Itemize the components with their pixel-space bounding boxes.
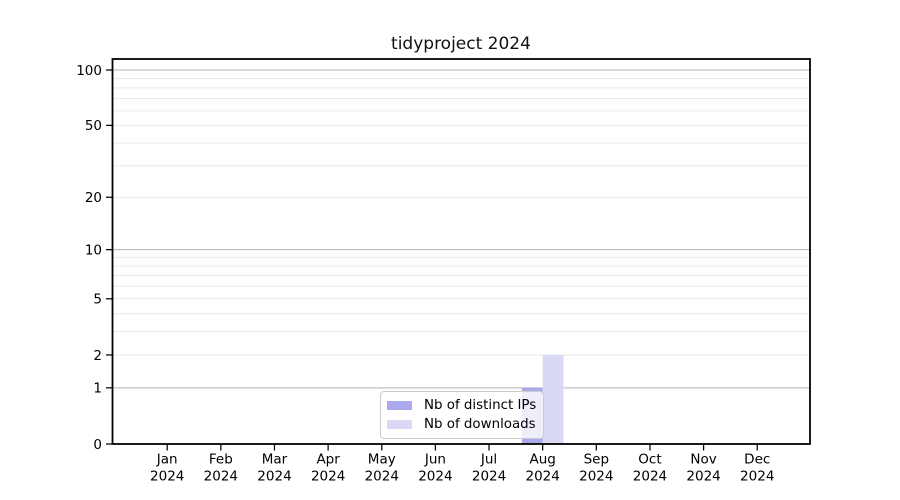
legend: Nb of distinct IPs Nb of downloads [380,391,545,439]
y-tick-label: 2 [93,348,102,364]
legend-label: Nb of downloads [424,416,536,432]
legend-item: Nb of distinct IPs [387,396,536,414]
x-tick-label: Feb 2024 [204,452,238,485]
x-tick-label: Jul 2024 [472,452,506,485]
x-tick-label: Jan 2024 [150,452,184,485]
x-tick-label: Oct 2024 [633,452,667,485]
legend-item: Nb of downloads [387,415,536,433]
x-tick-label: Jun 2024 [418,452,452,485]
y-tick-label: 20 [85,190,102,206]
x-tick-label: May 2024 [365,452,399,485]
x-tick-label: Aug 2024 [526,452,560,485]
legend-swatch-downloads [387,419,412,429]
y-tick-label: 0 [93,437,102,453]
x-tick-label: Apr 2024 [311,452,345,485]
legend-swatch-distinct-ips [387,400,412,410]
y-tick-label: 1 [93,381,102,397]
y-tick-label: 50 [85,118,102,134]
y-tick-label: 5 [93,292,102,308]
chart-title: tidyproject 2024 [391,34,531,54]
y-tick-label: 10 [85,242,102,258]
legend-label: Nb of distinct IPs [424,397,537,413]
plot-border [111,58,811,445]
y-tick-label: 100 [76,63,102,79]
x-tick-label: Nov 2024 [686,452,720,485]
x-tick-label: Sep 2024 [579,452,613,485]
bar-downloads [542,354,564,444]
x-tick-label: Mar 2024 [257,452,291,485]
x-tick-label: Dec 2024 [740,452,774,485]
